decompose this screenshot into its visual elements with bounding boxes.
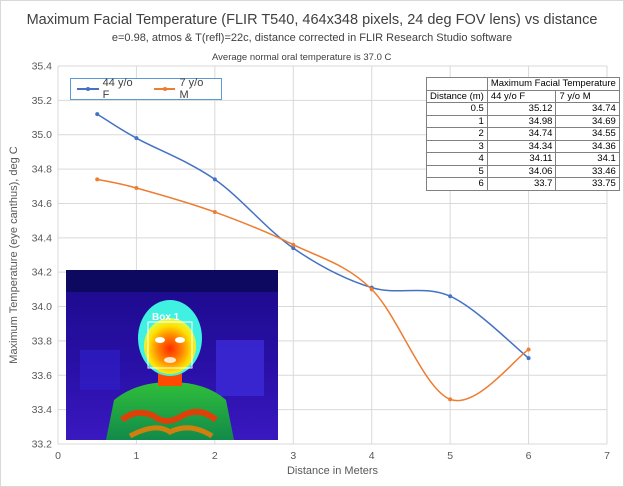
legend-swatch-series-1 — [77, 86, 99, 91]
table-cell-series-1: 34.74 — [486, 127, 557, 141]
series-2-point — [448, 397, 453, 402]
table-cell-series-1: 34.11 — [486, 152, 557, 166]
legend-label-series-2: 7 y/o M — [179, 77, 204, 101]
series-2-point — [212, 210, 217, 215]
table-row: 1 34.98 34.69 — [426, 114, 620, 128]
box-1-label: Box 1 — [152, 312, 180, 323]
x-tick-label: 0 — [55, 450, 61, 462]
legend-swatch-series-2 — [153, 86, 176, 91]
table-cell-series-1: 34.06 — [486, 164, 557, 178]
y-tick-label: 35.4 — [32, 61, 53, 73]
y-tick-label: 33.4 — [32, 404, 53, 416]
legend-item-series-2: 7 y/o M — [153, 77, 215, 101]
y-tick-label: 34.0 — [32, 301, 53, 313]
y-tick-label: 33.8 — [32, 335, 53, 347]
chart-annotation: Average normal oral temperature is 37.0 … — [212, 52, 392, 63]
y-tick-label: 34.8 — [32, 164, 53, 176]
table-cell-series-2: 34.36 — [555, 139, 620, 153]
table-row: 4 34.11 34.1 — [426, 152, 620, 166]
series-1-point — [95, 112, 100, 117]
x-tick-label: 3 — [290, 450, 296, 462]
series-2-point — [291, 242, 296, 247]
series-2-point — [526, 347, 531, 352]
y-tick-label: 35.0 — [32, 129, 53, 141]
y-tick-label: 34.4 — [32, 232, 53, 244]
series-2-point — [369, 287, 374, 292]
table-cell-series-2: 34.55 — [555, 127, 620, 141]
series-2-point — [95, 177, 100, 182]
table-cell-distance: 6 — [426, 177, 488, 191]
series-2-point — [134, 185, 139, 190]
table-row: 3 34.34 34.36 — [426, 139, 620, 153]
series-1-point — [448, 294, 453, 299]
table-row: 2 34.74 34.55 — [426, 127, 620, 141]
table-header-row: Distance (m) 44 y/o F 7 y/o M — [426, 89, 620, 103]
chart-subtitle: e=0.98, atmos & T(refl)=22c, distance co… — [111, 32, 513, 44]
y-tick-label: 34.2 — [32, 267, 53, 279]
table-cell-series-2: 33.46 — [555, 164, 620, 178]
thermal-image — [66, 270, 278, 440]
table-group-header: Maximum Facial Temperature — [486, 77, 620, 91]
table-cell-distance: 1 — [426, 114, 488, 128]
table-group-header-row: Maximum Facial Temperature — [426, 77, 620, 91]
series-1-point — [291, 246, 296, 251]
y-axis-label: Maximum Temperature (eye canthus), deg C — [8, 146, 20, 363]
table-header-series-2: 7 y/o M — [555, 89, 620, 103]
table-header-distance: Distance (m) — [426, 89, 488, 103]
table-cell-series-1: 34.34 — [486, 139, 557, 153]
series-1-point — [134, 136, 139, 141]
x-tick-label: 6 — [526, 450, 532, 462]
table-cell-series-2: 33.75 — [555, 177, 620, 191]
x-tick-label: 4 — [369, 450, 375, 462]
x-tick-label: 1 — [134, 450, 140, 462]
table-cell-distance: 3 — [426, 139, 488, 153]
table-cell-series-1: 34.98 — [486, 114, 557, 128]
x-tick-label: 5 — [447, 450, 453, 462]
table-cell-series-2: 34.69 — [555, 114, 620, 128]
table-cell-distance: 0.5 — [426, 102, 488, 116]
table-row: 6 33.7 33.75 — [426, 177, 620, 191]
x-axis-label: Distance in Meters — [287, 465, 379, 477]
table-row: 0.5 35.12 34.74 — [426, 102, 620, 116]
table-cell-series-1: 33.7 — [486, 177, 557, 191]
x-tick-label: 2 — [212, 450, 218, 462]
y-tick-label: 34.6 — [32, 198, 53, 210]
legend-label-series-1: 44 y/o F — [102, 77, 133, 101]
table-corner-cell — [426, 77, 488, 91]
x-tick-label: 7 — [604, 450, 610, 462]
chart-legend: 44 y/o F 7 y/o M — [70, 77, 222, 101]
table-cell-series-2: 34.74 — [555, 102, 620, 116]
table-header-series-1: 44 y/o F — [486, 89, 557, 103]
table-row: 5 34.06 33.46 — [426, 164, 620, 178]
table-cell-series-2: 34.1 — [555, 152, 620, 166]
table-cell-distance: 5 — [426, 164, 488, 178]
table-cell-distance: 4 — [426, 152, 488, 166]
series-1-point — [526, 356, 531, 361]
y-tick-label: 35.2 — [32, 95, 53, 107]
chart-title: Maximum Facial Temperature (FLIR T540, 4… — [26, 12, 598, 28]
table-cell-distance: 2 — [426, 127, 488, 141]
y-tick-label: 33.6 — [32, 370, 53, 382]
data-table: Maximum Facial Temperature Distance (m) … — [426, 77, 620, 191]
series-1-point — [212, 177, 217, 182]
y-tick-label: 33.2 — [32, 439, 53, 451]
table-cell-series-1: 35.12 — [486, 102, 557, 116]
legend-item-series-1: 44 y/o F — [77, 77, 142, 101]
